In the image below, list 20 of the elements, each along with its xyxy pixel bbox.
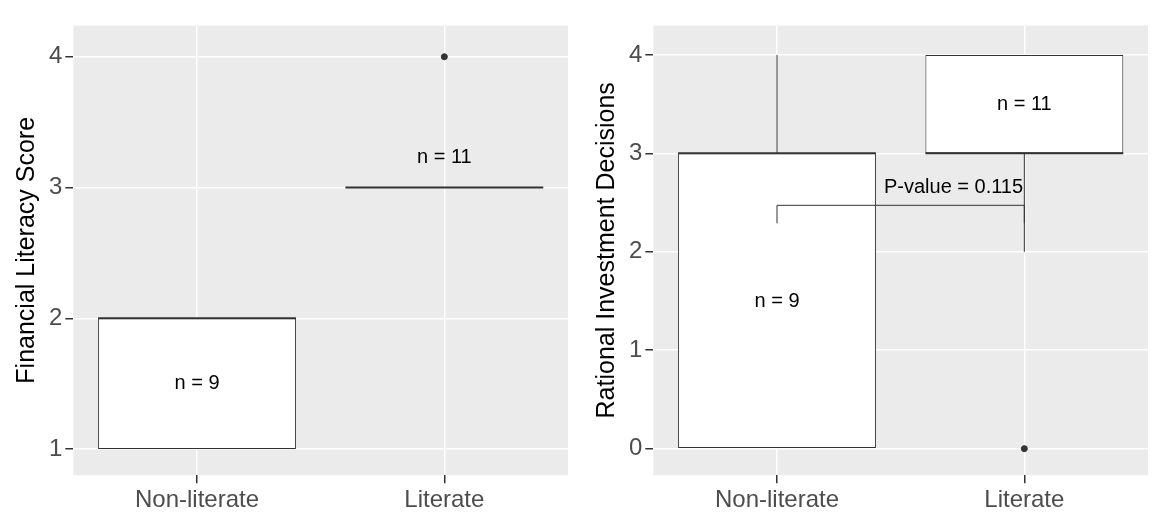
y-tick-label: 3	[628, 137, 643, 165]
annotation: n = 11	[416, 145, 472, 168]
y-axis-title: Financial Literacy Score	[10, 116, 39, 384]
y-tick-label: 1	[48, 433, 63, 461]
y-tick-label: 4	[628, 39, 643, 67]
annotation: n = 11	[996, 91, 1052, 114]
x-tick-label: Literate	[404, 485, 485, 513]
y-tick-label: 2	[48, 302, 63, 330]
y-tick-label: 4	[48, 41, 63, 69]
annotation: n = 9	[754, 288, 800, 311]
x-tick-label: Non-literate	[134, 485, 260, 513]
x-tick-label: Literate	[984, 485, 1065, 513]
y-tick-label: 1	[628, 334, 643, 362]
y-tick-label: 3	[48, 172, 63, 200]
annotation: n = 9	[174, 371, 220, 394]
y-tick-label: 2	[628, 236, 643, 264]
y-axis-title: Rational Investment Decisions	[590, 82, 619, 419]
y-tick-label: 0	[628, 433, 643, 461]
annotation: P-value = 0.115	[883, 174, 1024, 197]
x-tick-label: Non-literate	[714, 485, 840, 513]
